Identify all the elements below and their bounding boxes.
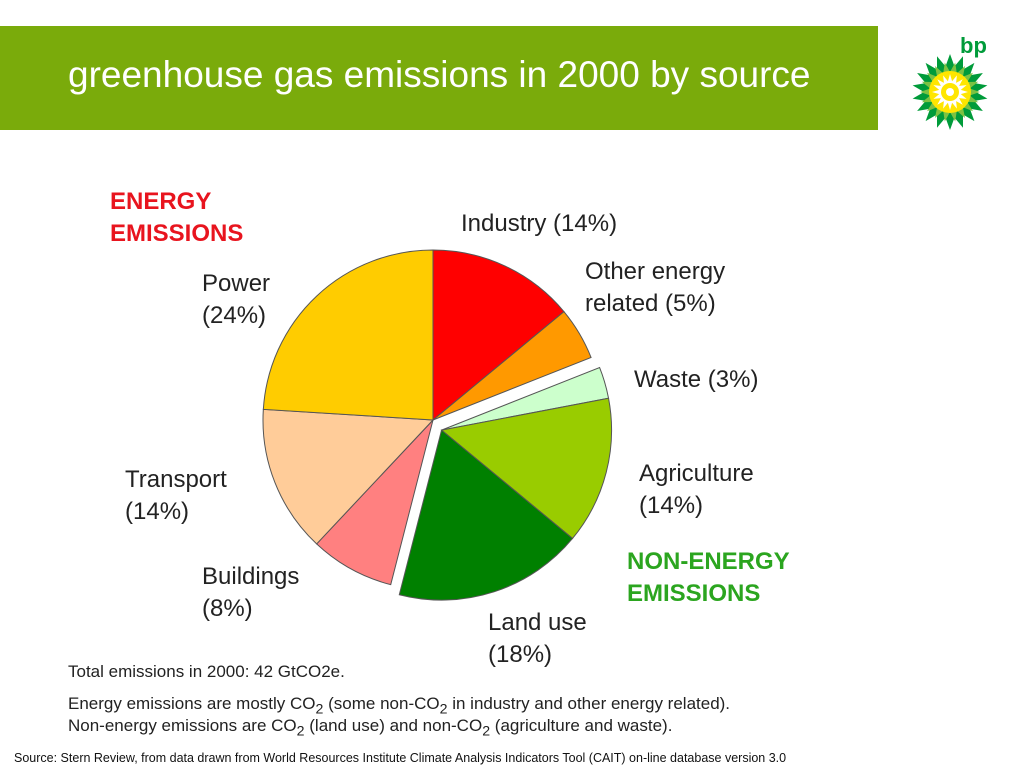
source-citation: Source: Stern Review, from data drawn fr… (14, 751, 787, 765)
label-industry: Industry (14%) (461, 210, 618, 237)
bp-logo: bp (905, 26, 1000, 136)
pie-slice-industry (432, 249, 565, 422)
pie-slice-power (262, 249, 434, 421)
label-other-energy: Other energy related (5%) (585, 258, 726, 317)
label-transport: Transport (14%) (125, 466, 227, 525)
nonenergy-emissions-note: Non-energy emissions are CO2 (land use) … (68, 716, 673, 740)
label-buildings: Buildings (8%) (202, 563, 300, 622)
bp-logo-text: bp (960, 33, 987, 58)
helios-icon (912, 54, 988, 130)
pie-slice-agriculture (440, 397, 613, 540)
pie-slice-transport (262, 408, 435, 545)
label-waste: Waste (3%) (634, 366, 759, 393)
label-agriculture: Agriculture (14%) (639, 460, 754, 519)
label-land-use: Land use (18%) (488, 609, 587, 668)
total-emissions-note: Total emissions in 2000: 42 GtCO2e. (68, 662, 345, 681)
helios-center (946, 88, 954, 96)
pie-slice-other-energy-related (432, 310, 592, 421)
energy-emissions-note: Energy emissions are mostly CO2 (some no… (68, 694, 731, 718)
label-power: Power (24%) (202, 270, 271, 329)
page-title: greenhouse gas emissions in 2000 by sour… (68, 54, 811, 95)
energy-group-label: ENERGY EMISSIONS (110, 188, 244, 247)
pie-slice-land-use (398, 429, 574, 601)
title-bar (0, 26, 878, 130)
nonenergy-group-label: NON-ENERGY EMISSIONS (627, 548, 790, 607)
